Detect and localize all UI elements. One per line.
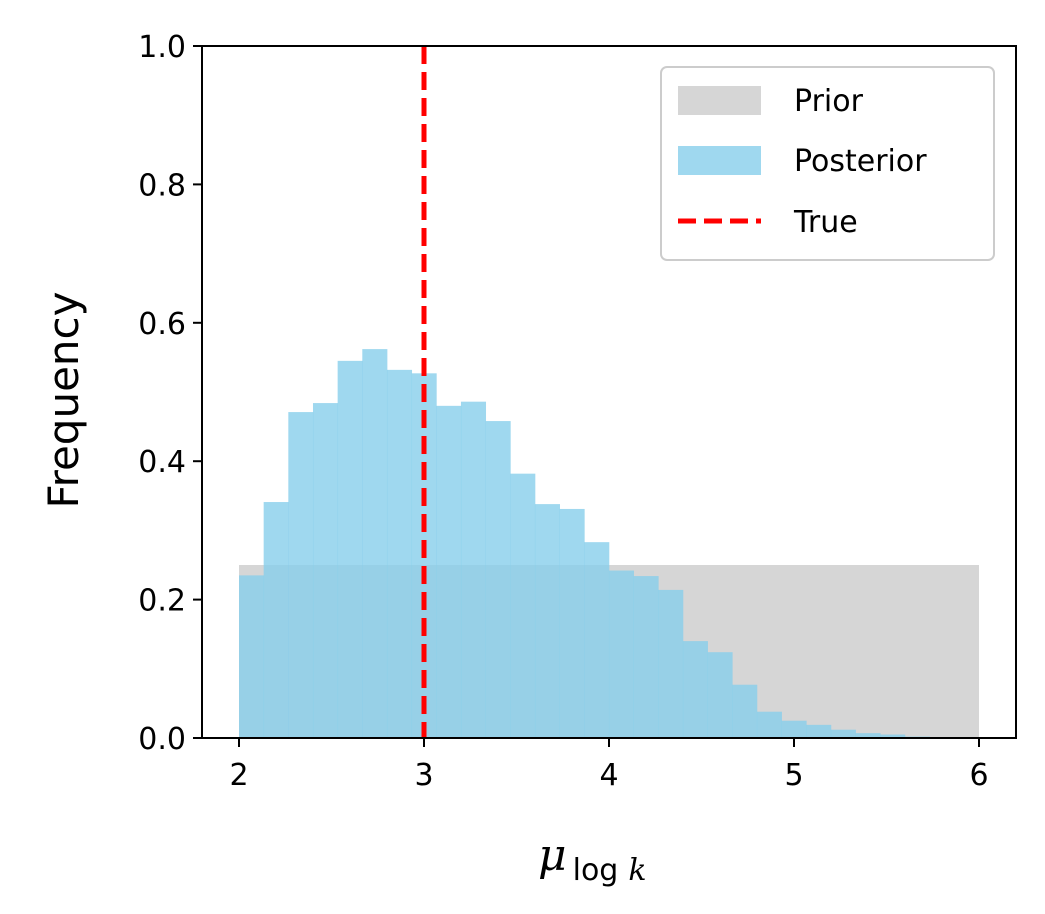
legend-label-true: True [793,205,858,240]
x-axis-label: μ log k [538,830,647,888]
y-tick-label: 0.4 [138,445,186,480]
legend-label-posterior: Posterior [794,144,927,179]
posterior-bar [263,502,289,738]
y-axis-label: Frequency [39,292,88,509]
posterior-bar [756,711,782,738]
posterior-bar [485,421,511,738]
y-tick-label: 1.0 [138,30,186,65]
posterior-bar [288,412,314,738]
posterior-bar [633,576,659,738]
x-axis-ticks: 2 3 4 5 6 [229,738,989,793]
posterior-bar [732,684,758,738]
posterior-bar [312,403,339,738]
y-tick-label: 0.0 [138,722,186,757]
posterior-bar [386,369,413,738]
posterior-bar [239,575,265,738]
posterior-bar [510,473,536,738]
x-tick-label: 6 [969,758,988,793]
x-tick-label: 5 [784,758,803,793]
posterior-bars [239,349,955,738]
x-tick-label: 2 [229,758,248,793]
posterior-bar [707,652,733,738]
posterior-bar [830,729,856,738]
posterior-bar [584,542,610,738]
posterior-bar [608,570,634,738]
posterior-bar [436,405,462,738]
posterior-bar [682,641,708,738]
y-tick-label: 0.8 [138,168,186,203]
posterior-bar [337,360,363,738]
posterior-bar [362,349,388,738]
legend: Prior Posterior True [660,66,995,261]
legend-swatch-prior [678,86,761,115]
posterior-bar [806,724,832,738]
x-axis-label-subscript-var: k [628,853,646,888]
posterior-bar [658,589,684,738]
y-tick-label: 0.6 [138,307,186,342]
legend-frame [660,66,995,261]
posterior-bar [781,720,807,738]
x-tick-label: 4 [599,758,618,793]
posterior-bar [880,734,906,738]
legend-label-prior: Prior [794,84,864,119]
y-tick-label: 0.2 [138,584,186,619]
posterior-bar [534,504,560,738]
posterior-bar [559,508,585,738]
posterior-bar [855,733,881,738]
x-tick-label: 3 [414,758,433,793]
posterior-bar [460,401,487,738]
legend-swatch-posterior [678,146,761,175]
y-axis-ticks: 0.0 0.2 0.4 0.6 0.8 1.0 [138,30,202,757]
x-axis-label-symbol: μ [538,830,567,881]
x-axis-label-subscript: log [573,853,619,888]
